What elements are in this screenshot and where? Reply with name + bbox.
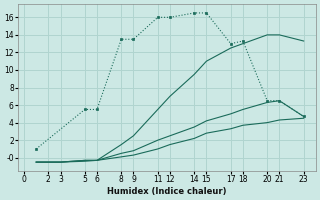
X-axis label: Humidex (Indice chaleur): Humidex (Indice chaleur)	[107, 187, 227, 196]
